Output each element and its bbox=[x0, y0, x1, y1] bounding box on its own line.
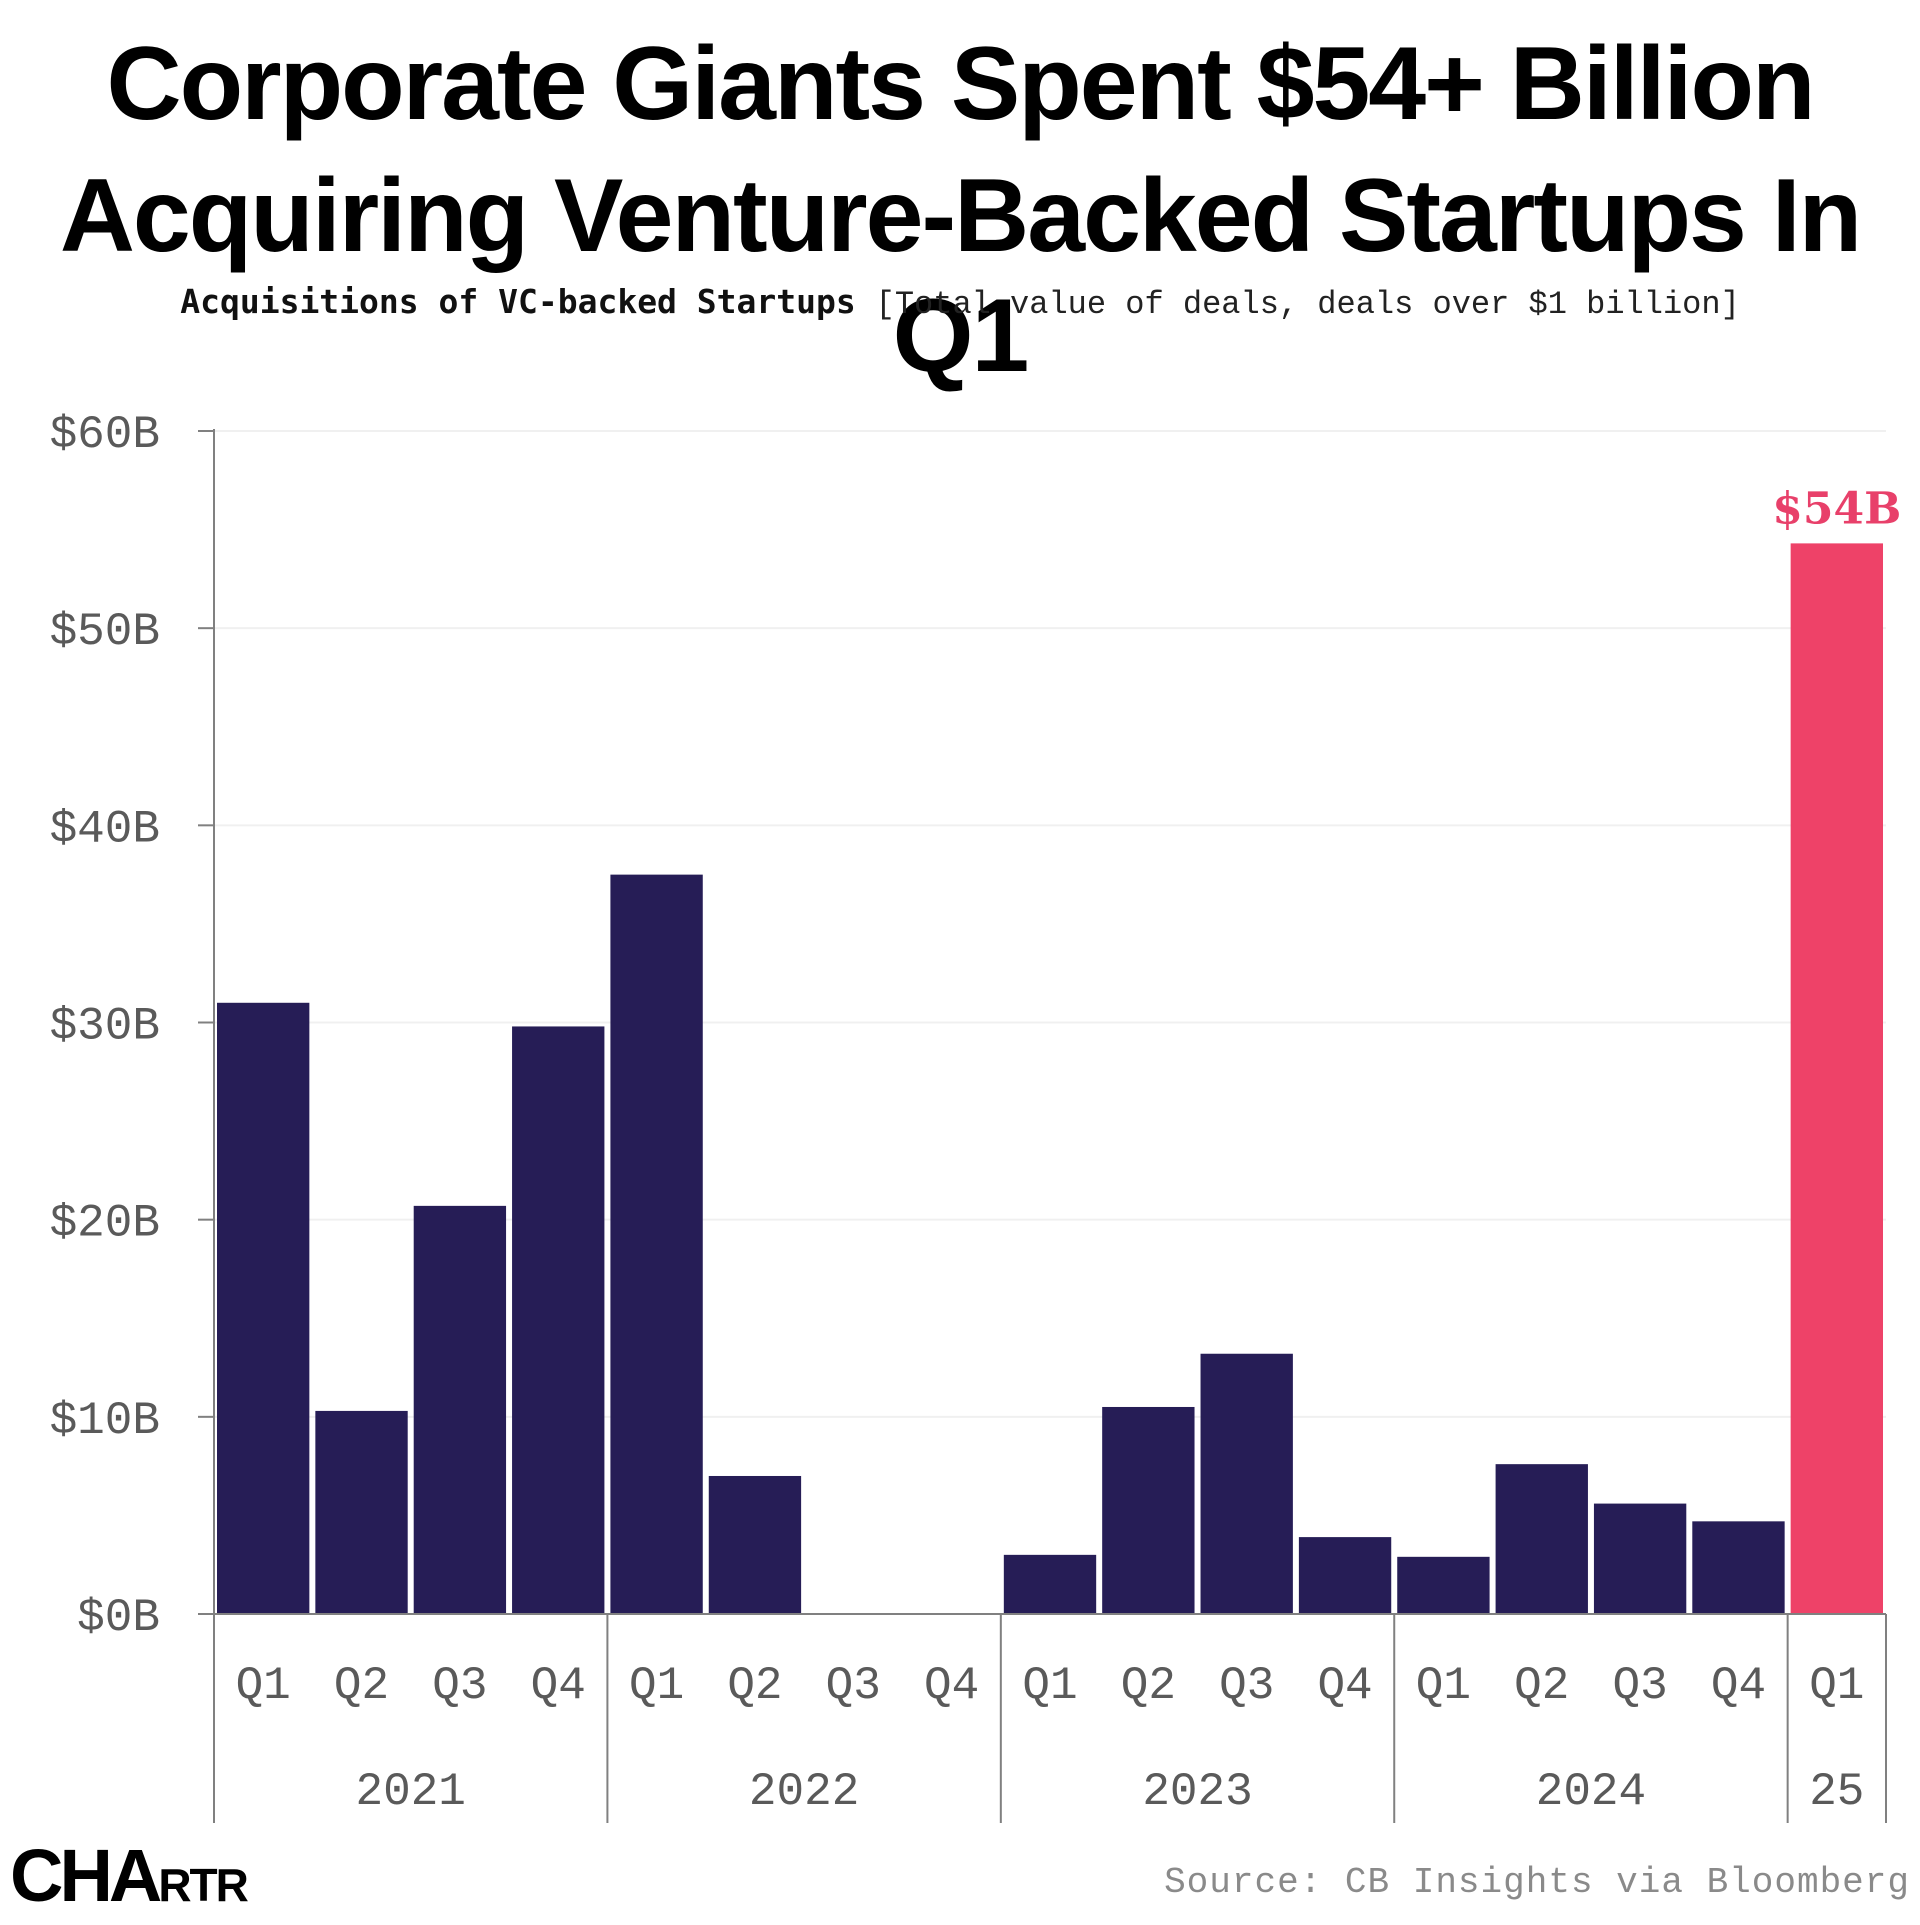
bar bbox=[1003, 1554, 1097, 1614]
y-tick-label: $30B bbox=[50, 1001, 160, 1053]
x-quarter-label: Q2 bbox=[1514, 1660, 1569, 1712]
x-year-label: 25 bbox=[1809, 1766, 1864, 1818]
x-quarter-label: Q1 bbox=[1022, 1660, 1077, 1712]
x-quarter-label: Q1 bbox=[1809, 1660, 1864, 1712]
bar bbox=[512, 1026, 605, 1614]
subtitle-note: [Total value of deals, deals over $1 bil… bbox=[875, 286, 1740, 323]
bar bbox=[1495, 1464, 1588, 1614]
x-quarter-label: Q1 bbox=[1416, 1660, 1471, 1712]
bar bbox=[315, 1410, 408, 1614]
y-tick-label: $20B bbox=[50, 1198, 160, 1250]
x-quarter-label: Q3 bbox=[1613, 1660, 1668, 1712]
bar bbox=[1200, 1353, 1293, 1614]
x-quarter-label: Q4 bbox=[1711, 1660, 1766, 1712]
source-note: Source: CB Insights via Bloomberg bbox=[1164, 1862, 1910, 1903]
x-quarter-label: Q2 bbox=[727, 1660, 782, 1712]
y-tick-label: $40B bbox=[50, 803, 160, 855]
y-tick-label: $0B bbox=[77, 1592, 160, 1644]
y-axis: $0B $10B $20B $30B $40B $50B $60B bbox=[50, 409, 215, 1823]
bars: $54B bbox=[217, 483, 1901, 1614]
bar bbox=[1692, 1521, 1785, 1614]
x-quarter-label: Q4 bbox=[1317, 1660, 1372, 1712]
x-quarter-label: Q3 bbox=[1219, 1660, 1274, 1712]
subtitle-main: Acquisitions of VC-backed Startups bbox=[180, 282, 856, 321]
bar-value-label: $54B bbox=[1772, 483, 1901, 534]
x-year-label: 2023 bbox=[1142, 1766, 1252, 1818]
x-axis: Q1 Q2 Q3 Q4 Q1 Q2 Q3 Q4 Q1 Q2 Q3 Q4 Q1 Q2 Q3 Q4 Q1 2021 20… bbox=[198, 1613, 1887, 1823]
y-tick-label: $10B bbox=[50, 1395, 160, 1447]
x-quarter-label: Q1 bbox=[629, 1660, 684, 1712]
bar bbox=[708, 1475, 802, 1614]
y-tick-label: $60B bbox=[50, 409, 160, 461]
bar bbox=[1397, 1556, 1490, 1614]
x-quarter-label: Q1 bbox=[236, 1660, 291, 1712]
y-tick-label: $50B bbox=[50, 606, 160, 658]
x-year-label: 2024 bbox=[1536, 1766, 1646, 1818]
chartr-logo: CHARTR bbox=[10, 1834, 249, 1917]
bar bbox=[1593, 1503, 1687, 1614]
bar bbox=[1298, 1537, 1392, 1614]
x-year-label: 2022 bbox=[749, 1766, 859, 1818]
chart-title-line1: Corporate Giants Spent $54+ Billion bbox=[106, 26, 1815, 142]
x-quarter-label: Q4 bbox=[531, 1660, 586, 1712]
x-quarter-label: Q4 bbox=[924, 1660, 979, 1712]
chart-title-line2: Acquiring Venture-Backed Startups In Q1 bbox=[59, 158, 1862, 394]
x-quarter-label: Q3 bbox=[826, 1660, 881, 1712]
bar-highlight bbox=[1790, 543, 1883, 1614]
chart-subtitle: Acquisitions of VC-backed Startups [Tota… bbox=[0, 282, 1920, 323]
bar bbox=[1102, 1406, 1195, 1614]
x-year-label: 2021 bbox=[355, 1766, 465, 1818]
bar bbox=[413, 1205, 507, 1614]
x-quarter-label: Q3 bbox=[432, 1660, 487, 1712]
x-quarter-label: Q2 bbox=[334, 1660, 389, 1712]
x-quarter-label: Q2 bbox=[1121, 1660, 1176, 1712]
bar bbox=[610, 874, 703, 1614]
bar bbox=[217, 1002, 310, 1614]
